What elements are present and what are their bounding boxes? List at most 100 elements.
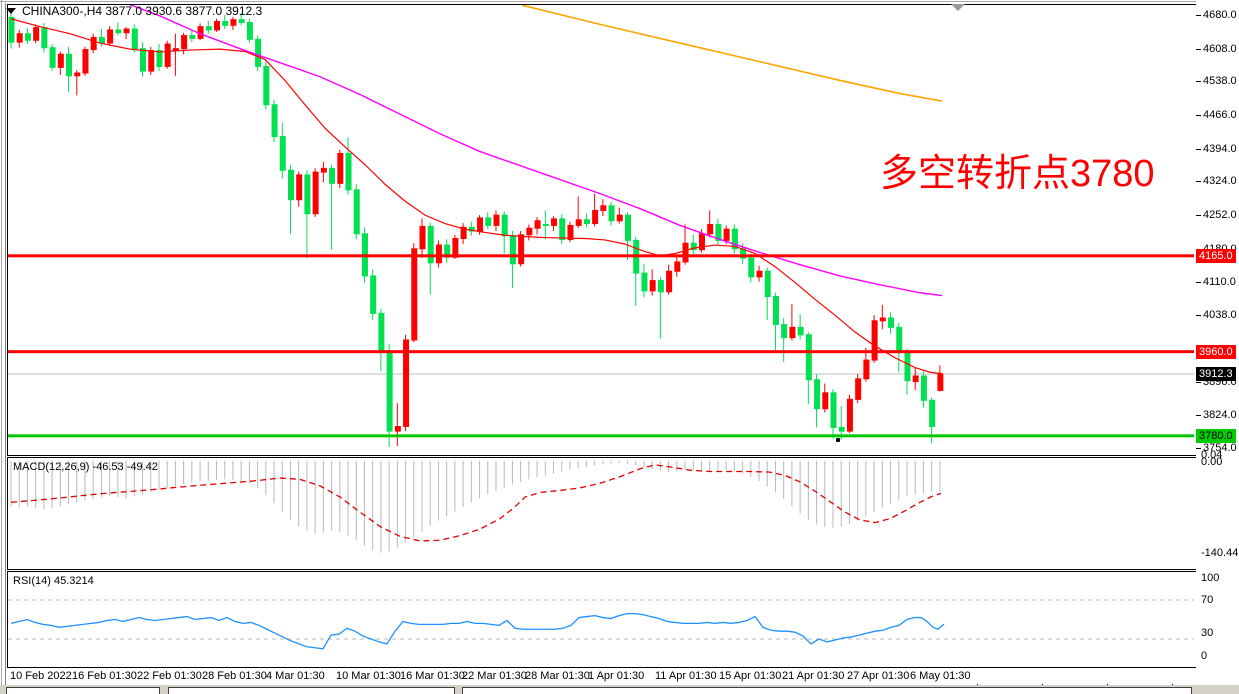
price-tick-label: 4608.0 [1203,43,1237,55]
price-tick-label: 3824.0 [1203,409,1237,421]
price-tick-mark [1196,115,1201,116]
candle-bullish [90,36,97,51]
bottom-window-strip [0,685,1239,694]
candle-bullish [534,220,541,229]
price-tick-label: 3754.0 [1203,442,1237,454]
time-tick-label: 4 Mar 01:30 [266,670,325,682]
candle-bearish [929,399,936,427]
ma-fast-red-line [10,18,943,375]
candle-bullish [756,270,763,278]
candle-bearish [904,352,911,382]
time-tick-label: 15 Apr 01:30 [719,670,782,682]
price-tick-mark [1196,15,1201,16]
candle-bearish [189,35,196,39]
candle-bullish [148,50,155,72]
price-axis[interactable]: 4680.0 4608.0 4538.0 4466.0 4394.0 4324.0 4252… [1196,0,1239,694]
time-tick-label: 22 Mar 01:30 [462,670,527,682]
time-tick-label: 21 Apr 01:30 [782,670,845,682]
time-tick-label: 10 Mar 01:30 [336,670,401,682]
time-axis[interactable]: 10 Feb 2022 16 Feb 01:30 22 Feb 01:30 28 Fe… [0,668,1239,688]
candle-bearish [115,29,122,34]
candle-bullish [33,27,40,41]
time-tick-label: 28 Mar 01:30 [525,670,590,682]
horizontal-level-line[interactable] [8,254,1194,258]
candle-bearish [66,53,73,77]
main-price-panel[interactable] [7,4,1197,456]
rsi-indicator-panel[interactable]: RSI(14) 45.3214 [7,571,1197,668]
time-tick-label: 22 Feb 01:30 [137,670,202,682]
rsi-axis-label: 30 [1201,627,1214,639]
candle-bearish [140,48,147,72]
candle-bearish [888,317,895,328]
rsi-label: RSI(14) 45.3214 [13,575,94,587]
candle-bearish [287,169,294,201]
horizontal-level-line[interactable] [8,350,1194,354]
price-badge: 4165.0 [1196,249,1236,263]
candle-bullish [846,398,853,432]
candle-bearish [748,257,755,278]
candle-bearish [386,350,393,432]
candle-bullish [16,33,23,43]
main-chart-canvas[interactable] [8,5,1194,453]
price-tick-mark [1196,181,1201,182]
annotation-text[interactable]: 多空转折点3780 [880,153,1155,195]
macd-indicator-panel[interactable]: MACD(12,26,9) -46.53 -49.42 [7,457,1197,570]
candle-bearish [920,375,927,401]
candle-bearish [772,295,779,326]
candle-bearish [24,33,31,41]
candle-bullish [575,219,582,226]
candle-bullish [855,378,862,400]
candle-bullish [674,261,681,272]
candle-bearish [378,312,385,352]
candle-bullish [460,226,467,240]
macd-chart-canvas[interactable] [8,458,1194,567]
candle-bullish [394,425,401,432]
candle-bullish [592,209,599,225]
price-tick-label: 4538.0 [1203,75,1237,87]
candle-bullish [312,171,319,215]
candle-bullish [912,375,919,383]
candle-bearish [715,223,722,241]
chevron-down-icon[interactable] [6,8,16,14]
candle-bearish [468,226,475,232]
horizontal-level-line[interactable] [8,434,1194,438]
symbol-title-bar[interactable]: CHINA300-,H4 3877.0 3930.6 3877.0 3912.3 [6,4,262,18]
price-tick-mark [1196,215,1201,216]
candle-bearish [625,214,631,241]
window-top-edge [0,1,1239,2]
rsi-chart-canvas[interactable] [8,572,1194,665]
candle-bearish [764,270,771,297]
macd-label: MACD(12,26,9) -46.53 -49.42 [13,461,158,473]
candle-bullish [296,174,303,201]
candle-bullish [230,19,237,26]
candle-bullish [107,29,114,44]
candle-bearish [345,152,352,191]
candle-bullish [411,248,418,341]
candle-bearish [156,50,163,67]
rsi-axis-label: 100 [1201,572,1220,584]
candle-bearish [8,16,15,43]
price-tick-mark [1196,382,1201,383]
price-tick-mark [1196,282,1201,283]
candle-bearish [263,65,270,106]
candle-bullish [435,244,442,264]
candle-bullish [320,167,327,173]
candle-bearish [838,426,845,432]
candle-bearish [98,36,105,44]
candle-bullish [682,242,689,263]
chart-shift-marker-icon[interactable] [951,4,965,11]
rsi-axis-label: 70 [1201,594,1214,606]
candle-bullish [57,53,64,68]
candle-bullish [123,28,130,34]
price-tick-mark [1196,415,1201,416]
price-tick-label: 4252.0 [1203,209,1237,221]
candle-bullish [723,228,730,241]
candle-bullish [822,392,829,410]
price-tick-mark [1196,49,1201,50]
candle-bearish [222,21,229,26]
price-badge: 3960.0 [1196,345,1236,359]
candle-bullish [172,48,179,51]
candle-bullish [337,152,344,184]
candle-bearish [690,242,697,251]
